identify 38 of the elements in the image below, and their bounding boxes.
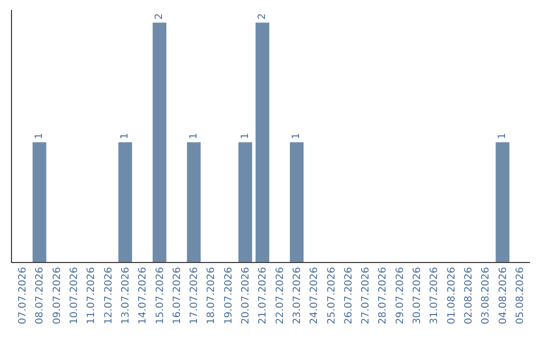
x-tick-label: 28.07.2026	[378, 267, 389, 324]
data-label: 1	[34, 132, 45, 140]
x-tick-label: 22.07.2026	[274, 267, 286, 324]
x-tick-label: 26.07.2026	[343, 267, 354, 324]
x-tick-label: 15.07.2026	[154, 267, 166, 324]
data-label: 1	[497, 132, 508, 140]
x-tick-label: 10.07.2026	[69, 267, 80, 324]
x-tick-label: 12.07.2026	[103, 267, 114, 324]
x-tick-label: 01.08.2026	[446, 267, 458, 324]
data-label: 1	[240, 132, 251, 140]
x-tick-label: 29.07.2026	[394, 267, 406, 324]
x-tick-label: 14.07.2026	[138, 267, 149, 324]
x-tick-label: 21.07.2026	[258, 267, 269, 324]
x-tick-label: 18.07.2026	[206, 267, 218, 324]
x-tick-label: 09.07.2026	[52, 267, 63, 324]
x-tick-label: 05.08.2026	[514, 267, 526, 324]
x-tick-label: 08.07.2026	[34, 267, 46, 324]
x-tick-label: 20.07.2026	[240, 267, 252, 324]
data-label: 1	[120, 132, 131, 140]
data-label: 1	[188, 132, 200, 140]
x-tick-label: 02.08.2026	[464, 267, 474, 324]
data-label: 2	[154, 13, 166, 20]
data-label: 2	[256, 13, 268, 20]
x-tick-label: 23.07.2026	[292, 267, 303, 324]
x-tick-label: 13.07.2026	[120, 267, 132, 324]
data-label: 1	[291, 132, 302, 140]
x-tick-label: 27.07.2026	[360, 267, 372, 324]
x-tick-label: 17.07.2026	[189, 267, 200, 324]
x-tick-label: 16.07.2026	[172, 267, 183, 324]
x-tick-label: 19.07.2026	[223, 267, 234, 324]
x-tick-label: 11.07.2026	[86, 267, 98, 324]
x-tick-label: 07.07.2026	[18, 267, 29, 324]
x-tick-label: 24.07.2026	[309, 267, 320, 324]
x-tick-label: 31.07.2026	[429, 267, 440, 324]
x-tick-label: 03.08.2026	[480, 267, 492, 324]
x-tick-label: 04.08.2026	[498, 267, 509, 324]
x-tick-label: 25.07.2026	[326, 267, 338, 324]
x-tick-label: 30.07.2026	[412, 267, 424, 324]
